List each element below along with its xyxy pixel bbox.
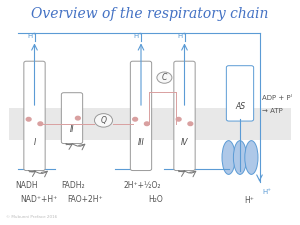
Text: NADH: NADH — [16, 181, 38, 190]
Text: ADP + Pᴵ: ADP + Pᴵ — [262, 95, 292, 101]
Text: H⁺: H⁺ — [134, 33, 142, 39]
Text: © Mubunni Preface 2016: © Mubunni Preface 2016 — [6, 215, 57, 219]
Text: I: I — [33, 138, 36, 147]
FancyBboxPatch shape — [226, 66, 254, 121]
FancyBboxPatch shape — [130, 61, 152, 171]
Text: → ATP: → ATP — [262, 108, 283, 114]
Circle shape — [26, 117, 31, 121]
Circle shape — [76, 116, 80, 120]
FancyBboxPatch shape — [61, 93, 82, 144]
Text: Overview of the respiratory chain: Overview of the respiratory chain — [31, 7, 269, 21]
FancyBboxPatch shape — [174, 61, 195, 171]
Text: NAD⁺+H⁺: NAD⁺+H⁺ — [20, 195, 58, 204]
Text: FAO+2H⁺: FAO+2H⁺ — [68, 195, 103, 204]
Text: IV: IV — [181, 138, 188, 147]
Ellipse shape — [233, 141, 247, 174]
Circle shape — [145, 122, 149, 126]
Text: 2H⁺+½O₂: 2H⁺+½O₂ — [124, 181, 161, 190]
Text: II: II — [70, 126, 74, 134]
Text: H₂O: H₂O — [148, 195, 164, 204]
Bar — [9, 108, 291, 140]
Circle shape — [157, 72, 172, 83]
Text: C: C — [162, 73, 167, 82]
Text: H⁺: H⁺ — [27, 33, 36, 39]
Ellipse shape — [245, 141, 258, 174]
Text: H⁺: H⁺ — [262, 189, 272, 195]
Text: AS: AS — [235, 102, 245, 111]
Text: H⁺: H⁺ — [177, 33, 186, 39]
Text: Q: Q — [100, 116, 106, 125]
Circle shape — [38, 122, 43, 126]
Circle shape — [133, 117, 137, 121]
Circle shape — [94, 114, 112, 127]
Text: FADH₂: FADH₂ — [62, 181, 85, 190]
Text: H⁺: H⁺ — [244, 196, 254, 205]
Ellipse shape — [222, 141, 235, 174]
Text: III: III — [138, 138, 144, 147]
Circle shape — [176, 117, 181, 121]
Circle shape — [188, 122, 193, 126]
FancyBboxPatch shape — [24, 61, 45, 171]
